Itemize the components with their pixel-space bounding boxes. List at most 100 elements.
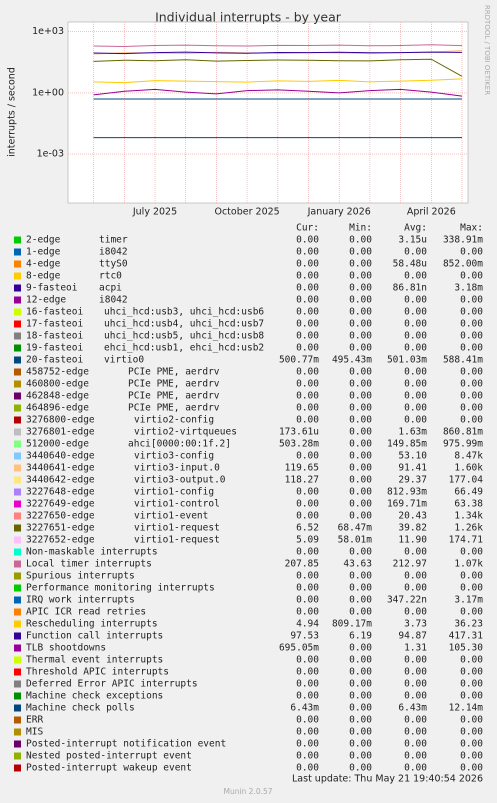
legend-stat: 0.00 [296, 655, 319, 666]
legend-stat: 975.99m [443, 439, 483, 450]
legend-stat: 0.00 [296, 367, 319, 378]
legend-stat: 0.00 [296, 331, 319, 342]
watermark: RRDTOOL / TOBI OETIKER [483, 5, 491, 95]
legend-stat: 0.00 [460, 739, 483, 750]
legend-stat: 0.00 [296, 415, 319, 426]
legend-name: Performance monitoring interrupts [26, 583, 215, 594]
legend-stat: 149.85m [387, 439, 427, 450]
legend-stat: 0.00 [404, 307, 427, 318]
legend-swatch [14, 752, 21, 760]
legend-description: virtio3-output.0 [134, 475, 226, 486]
legend-stat: 12.14m [449, 703, 484, 714]
legend-stat: 0.00 [460, 763, 483, 774]
legend-description: virtio2-virtqueues [134, 427, 237, 438]
legend-name: Posted-interrupt notification event [26, 739, 226, 750]
legend-stat: 0.00 [349, 679, 372, 690]
legend-swatch [14, 584, 21, 592]
legend-stat: 58.01m [338, 535, 373, 546]
legend-stat: 503.28m [279, 439, 319, 450]
legend-description: PCIe PME, aerdrv [128, 391, 220, 402]
chart-title: Individual interrupts - by year [155, 10, 342, 25]
legend-stat: 0.00 [349, 283, 372, 294]
legend-stat: 0.00 [460, 271, 483, 282]
legend-stat: 0.00 [404, 739, 427, 750]
legend-name: 1-edge [26, 247, 61, 258]
legend-stat: 0.00 [296, 715, 319, 726]
series-line [93, 58, 463, 77]
legend-header: Min: [349, 223, 372, 234]
legend-swatch [14, 560, 21, 568]
legend-stat: 6.19 [349, 631, 372, 642]
legend-stat: 0.00 [296, 259, 319, 270]
legend-stat: 0.00 [349, 295, 372, 306]
legend-swatch [14, 596, 21, 604]
legend-stat: 0.00 [349, 403, 372, 414]
legend-name: 3276800-edge [26, 415, 95, 426]
legend-swatch [14, 644, 21, 652]
legend-description: ahci[0000:00:1f.2] [128, 439, 231, 450]
legend-description: acpi [99, 283, 122, 294]
legend-name: 2-edge [26, 235, 61, 246]
legend-stat: 0.00 [296, 283, 319, 294]
legend-description: ehci_hcd:usb1, ehci_hcd:usb2 [104, 343, 264, 354]
legend-stat: 1.34k [454, 511, 483, 522]
legend-stat: 495.43m [332, 355, 372, 366]
legend-stat: 0.00 [404, 295, 427, 306]
legend-stat: 105.30 [449, 643, 484, 654]
legend-stat: 58.48u [393, 259, 427, 270]
legend-stat: 63.38 [454, 499, 483, 510]
legend-description: PCIe PME, aerdrv [128, 379, 220, 390]
legend-stat: 0.00 [296, 403, 319, 414]
y-tick-label: 1e+03 [32, 26, 64, 37]
legend-description: PCIe PME, aerdrv [128, 367, 220, 378]
legend-stat: 91.41 [398, 463, 427, 474]
legend-name: 3227651-edge [26, 523, 95, 534]
legend-stat: 6.43m [290, 703, 319, 714]
legend-name: 458752-edge [26, 367, 89, 378]
legend-stat: 695.05m [279, 643, 319, 654]
legend-stat: 0.00 [349, 271, 372, 282]
legend-stat: 0.00 [349, 307, 372, 318]
legend-stat: 66.49 [454, 487, 483, 498]
legend-stat: 0.00 [404, 607, 427, 618]
legend-stat: 0.00 [296, 295, 319, 306]
legend-stat: 0.00 [460, 607, 483, 618]
legend-name: 3276801-edge [26, 427, 95, 438]
legend-stat: 3.15u [398, 235, 427, 246]
legend-description: virtio3-config [134, 451, 214, 462]
legend-description: virtio0 [104, 355, 144, 366]
legend-swatch [14, 464, 21, 472]
legend-stat: 0.00 [296, 487, 319, 498]
legend-stat: 0.00 [404, 391, 427, 402]
legend-stat: 0.00 [460, 379, 483, 390]
legend-stat: 338.91m [443, 235, 483, 246]
legend-stat: 0.00 [296, 763, 319, 774]
legend-name: 460800-edge [26, 379, 89, 390]
legend-swatch [14, 608, 21, 616]
legend-swatch [14, 392, 21, 400]
legend-name: 9-fasteoi [26, 283, 78, 294]
legend-stat: 0.00 [349, 247, 372, 258]
x-tick-label: July 2025 [132, 207, 177, 218]
plot-area [67, 21, 469, 204]
legend-swatch [14, 416, 21, 424]
legend-swatch [14, 308, 21, 316]
legend-stat: 0.00 [349, 571, 372, 582]
legend-stat: 0.00 [349, 595, 372, 606]
legend-stat: 0.00 [349, 547, 372, 558]
legend-stat: 1.63m [398, 427, 427, 438]
legend-stat: 0.00 [404, 343, 427, 354]
legend-description: virtio1-request [134, 535, 220, 546]
y-tick-label: 1e-03 [37, 149, 64, 160]
legend-stat: 1.26k [454, 523, 483, 534]
legend-stat: 809.17m [332, 619, 372, 630]
legend-description: virtio3-input.0 [134, 463, 220, 474]
series-line [93, 44, 463, 47]
legend-stat: 8.47k [454, 451, 483, 462]
legend-stat: 0.00 [296, 583, 319, 594]
legend-name: MIS [26, 727, 43, 738]
legend-stat: 0.00 [296, 499, 319, 510]
legend-stat: 500.77m [279, 355, 319, 366]
legend-swatch [14, 236, 21, 244]
legend-swatch [14, 488, 21, 496]
